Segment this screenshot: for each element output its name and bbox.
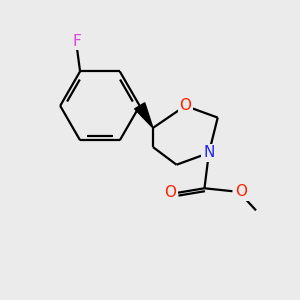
Polygon shape bbox=[135, 103, 153, 128]
Text: O: O bbox=[179, 98, 191, 113]
Text: O: O bbox=[164, 185, 176, 200]
Text: N: N bbox=[203, 146, 214, 160]
Text: F: F bbox=[73, 34, 82, 49]
Text: O: O bbox=[235, 184, 247, 199]
